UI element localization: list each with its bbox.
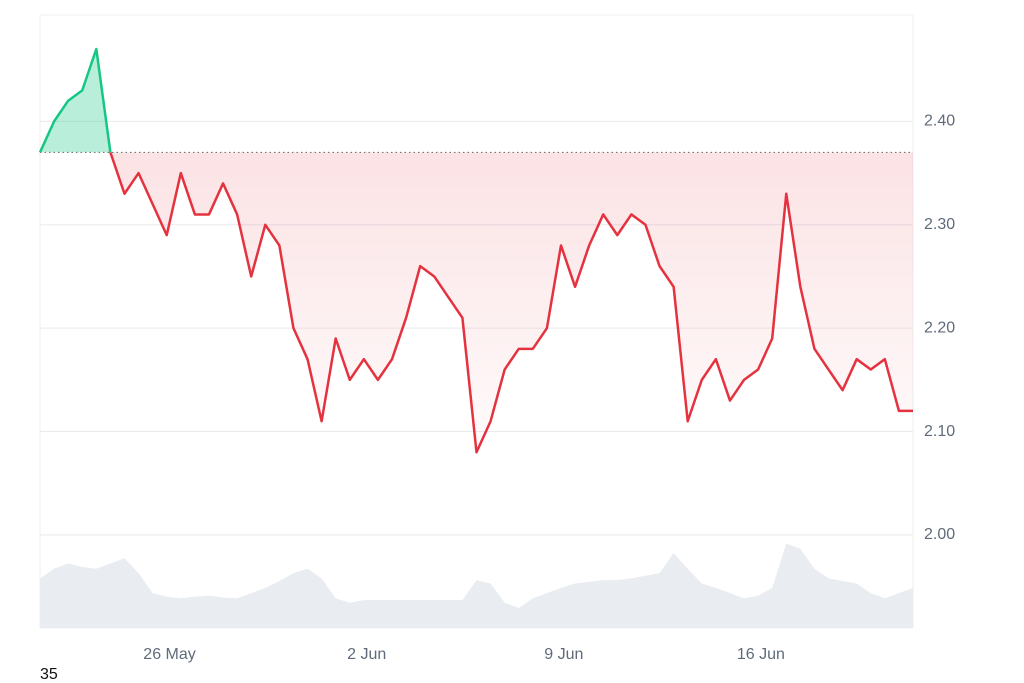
x-tick-label: 26 May: [143, 646, 195, 663]
footer-text: 35: [40, 666, 58, 683]
y-tick-label: 2.40: [924, 113, 955, 130]
y-tick-label: 2.00: [924, 526, 955, 543]
volume-area: [40, 543, 913, 628]
y-tick-label: 2.10: [924, 423, 955, 440]
x-tick-label: 9 Jun: [544, 646, 583, 663]
price-line-down: [39, 152, 913, 454]
y-tick-label: 2.30: [924, 216, 955, 233]
y-tick-label: 2.20: [924, 319, 955, 336]
area-down: [40, 152, 913, 453]
x-tick-label: 2 Jun: [347, 646, 386, 663]
area-up: [40, 49, 111, 153]
x-tick-label: 16 Jun: [737, 646, 785, 663]
